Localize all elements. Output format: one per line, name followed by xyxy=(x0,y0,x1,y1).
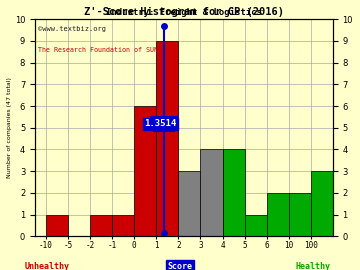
Bar xyxy=(289,193,311,237)
Bar xyxy=(201,150,222,237)
Bar xyxy=(222,150,244,237)
Text: The Research Foundation of SUNY: The Research Foundation of SUNY xyxy=(38,47,162,53)
Bar xyxy=(156,41,178,237)
Title: Z'-Score Histogram for CP (2016): Z'-Score Histogram for CP (2016) xyxy=(84,7,284,17)
Text: Unhealthy: Unhealthy xyxy=(24,262,69,270)
Text: Score: Score xyxy=(167,262,193,270)
Bar xyxy=(311,171,333,237)
Text: Industry: Freight & Logistics: Industry: Freight & Logistics xyxy=(106,8,262,17)
Text: 1.3514: 1.3514 xyxy=(145,119,177,128)
Text: ©www.textbiz.org: ©www.textbiz.org xyxy=(38,26,106,32)
Bar xyxy=(90,215,112,237)
Y-axis label: Number of companies (47 total): Number of companies (47 total) xyxy=(7,77,12,178)
Bar xyxy=(267,193,289,237)
Text: Healthy: Healthy xyxy=(296,262,331,270)
Bar xyxy=(112,215,134,237)
Bar xyxy=(244,215,267,237)
Bar xyxy=(134,106,156,237)
Bar xyxy=(178,171,201,237)
Bar xyxy=(46,215,68,237)
